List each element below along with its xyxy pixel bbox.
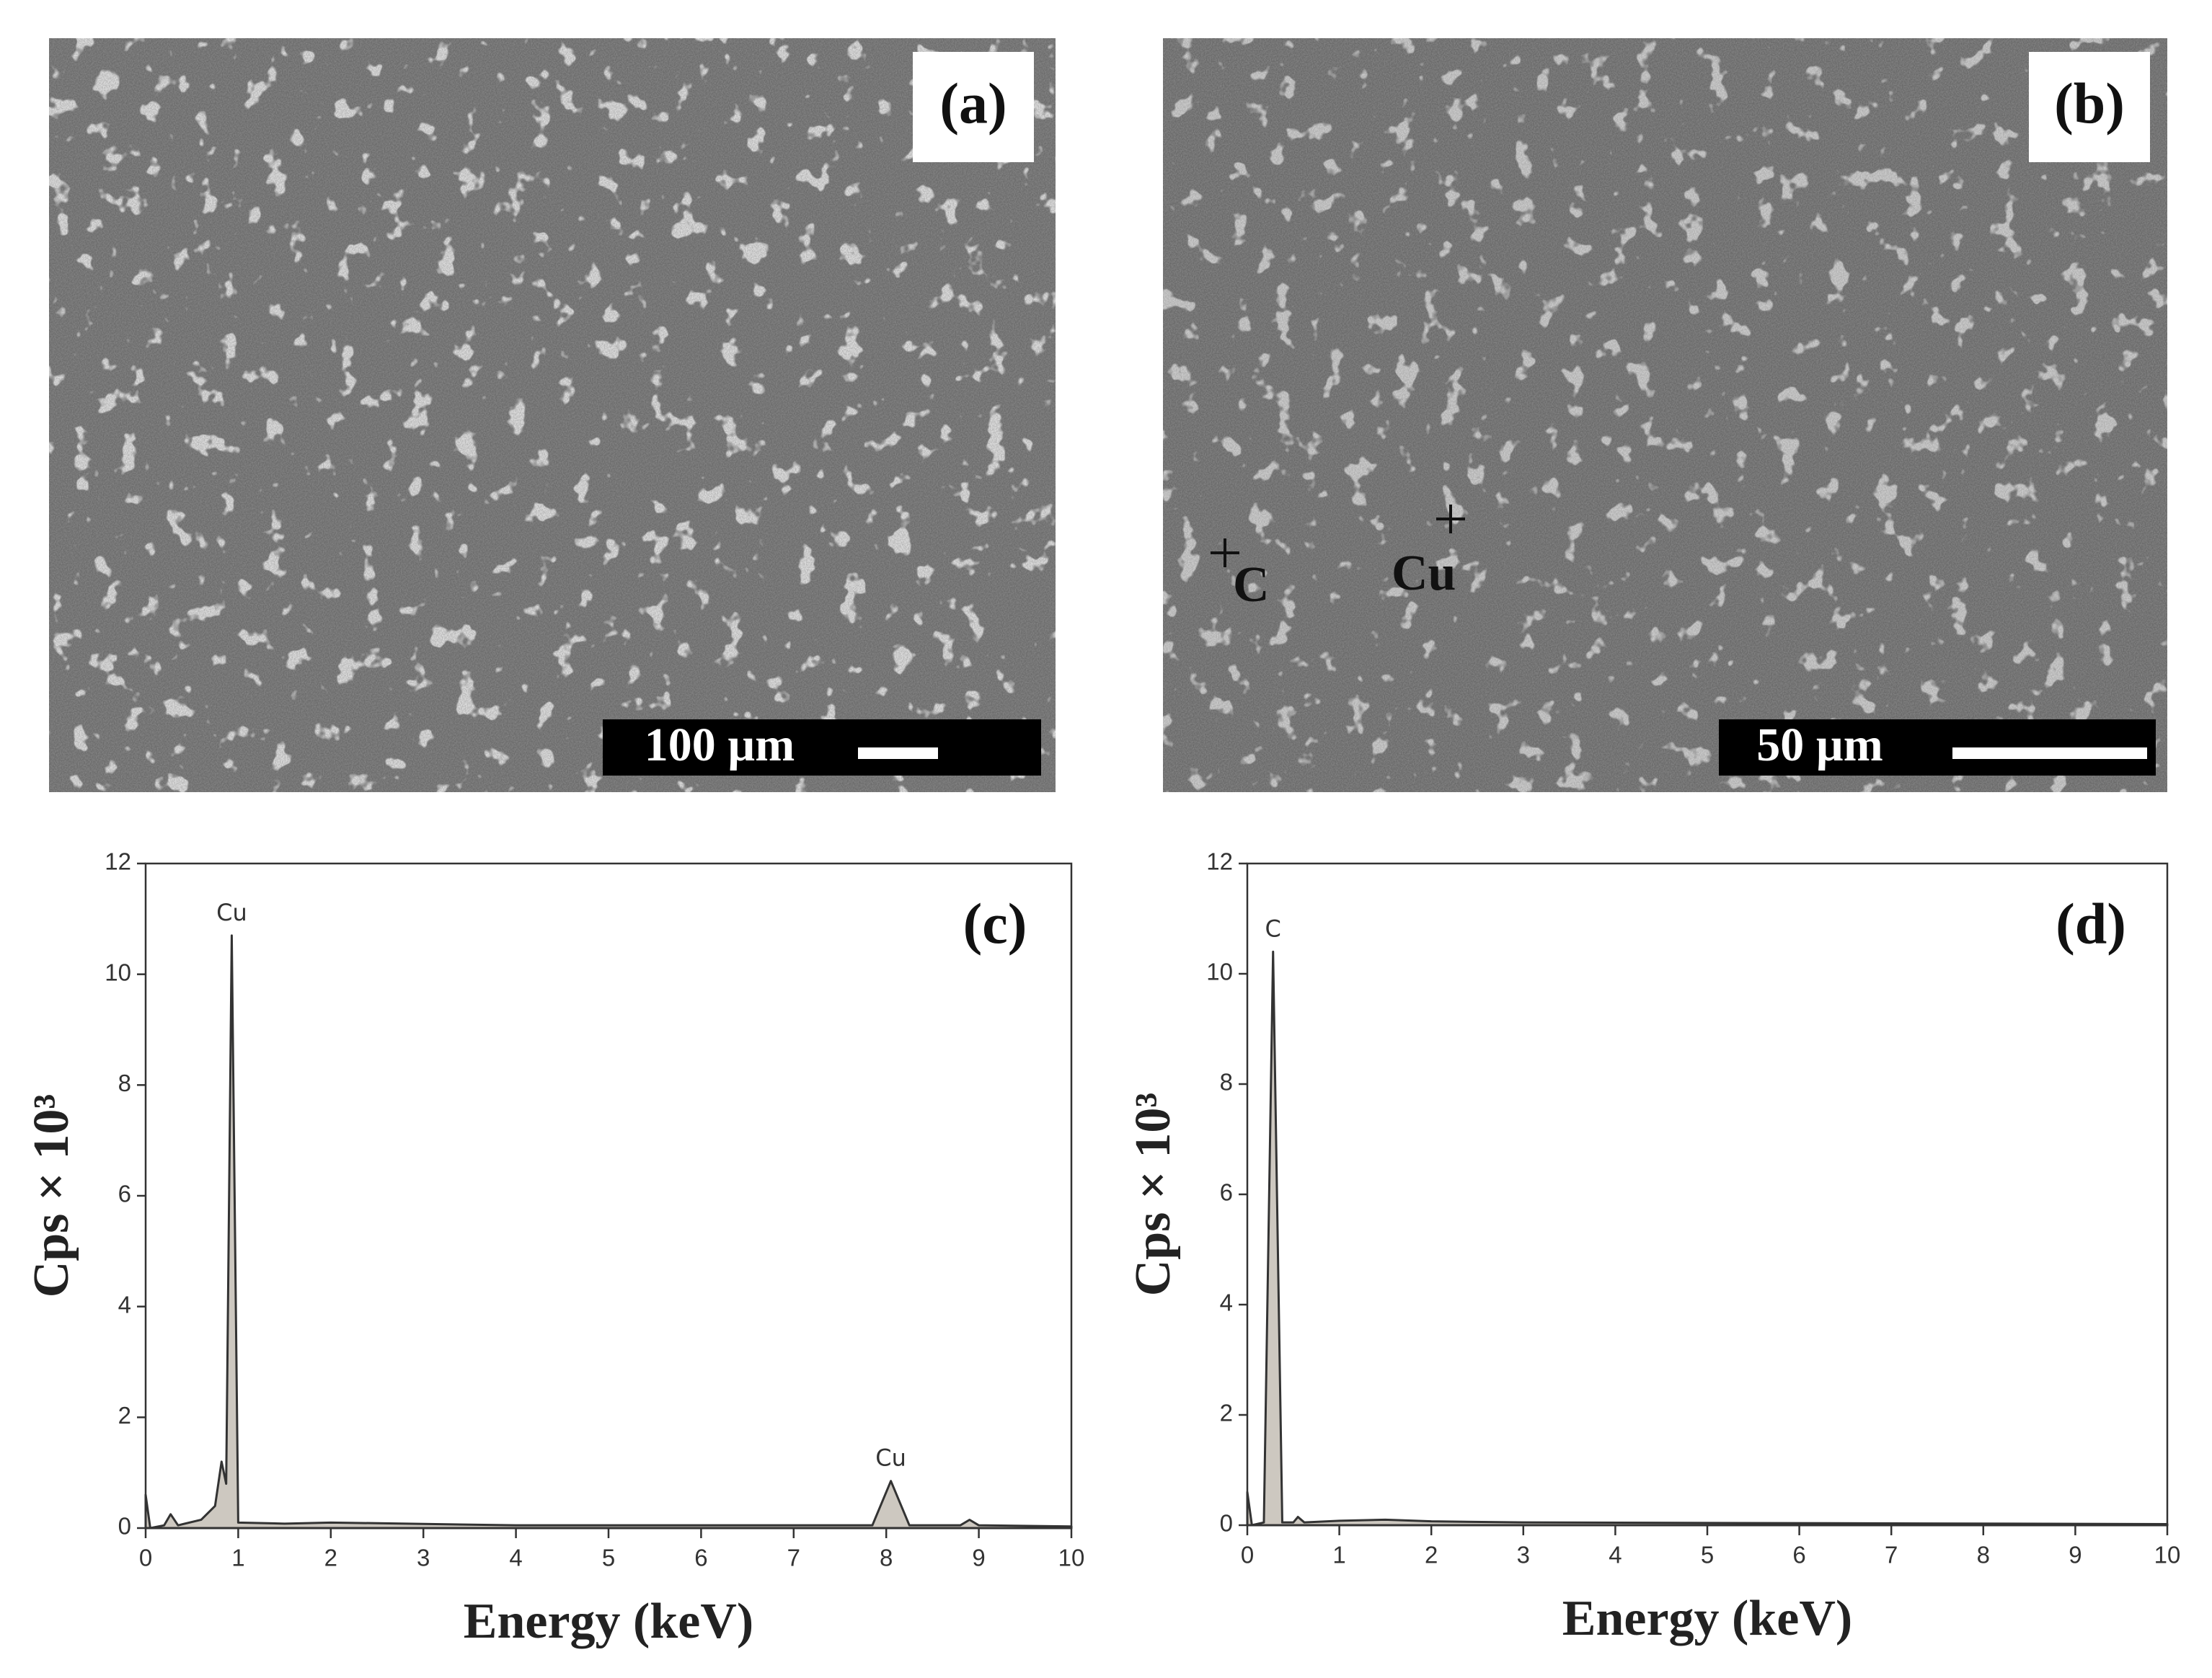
- panel-label: (b): [2054, 72, 2125, 136]
- scale-bar: [1952, 747, 2147, 759]
- panel-label: (d): [2056, 892, 2126, 956]
- x-tick-label: 6: [694, 1545, 707, 1571]
- x-tick-label: 6: [1792, 1542, 1805, 1568]
- x-tick-label: 9: [972, 1545, 985, 1571]
- x-tick-label: 2: [324, 1545, 337, 1571]
- y-tick-label: 8: [1220, 1069, 1233, 1096]
- x-tick-label: 1: [231, 1545, 244, 1571]
- panel-label: (a): [939, 72, 1007, 136]
- y-axis-label: Cps × 10³: [1125, 1093, 1181, 1297]
- x-tick-label: 1: [1332, 1542, 1345, 1568]
- plot-frame: [144, 862, 1073, 1530]
- marker-label: Cu: [1392, 546, 1456, 601]
- y-tick-label: 12: [1206, 848, 1233, 875]
- y-tick-label: 6: [118, 1181, 131, 1207]
- x-axis-label: Energy (keV): [464, 1594, 753, 1649]
- x-tick-label: 4: [509, 1545, 522, 1571]
- y-tick-label: 10: [105, 959, 131, 985]
- x-tick-label: 10: [2154, 1542, 2181, 1568]
- peak-label: C: [1265, 915, 1281, 942]
- scale-box: [603, 719, 1041, 776]
- marker-cross: [1436, 505, 1465, 533]
- x-tick-label: 3: [1517, 1542, 1530, 1568]
- spectrum-area: [1246, 950, 2169, 1527]
- image-grain: [49, 38, 1056, 792]
- x-tick-label: 9: [2069, 1542, 2082, 1568]
- y-tick-label: 8: [118, 1070, 131, 1096]
- x-tick-label: 8: [880, 1545, 893, 1571]
- x-tick-label: 8: [1977, 1542, 1990, 1568]
- y-tick-label: 10: [1206, 959, 1233, 985]
- y-tick-label: 2: [118, 1402, 131, 1429]
- panel-label: (c): [963, 892, 1027, 956]
- y-tick-label: 4: [1220, 1289, 1233, 1316]
- scale-bar: [858, 747, 938, 759]
- x-tick-label: 3: [417, 1545, 430, 1571]
- plot-frame: [1246, 862, 2169, 1527]
- y-axis-label: Cps × 10³: [24, 1094, 79, 1298]
- peak-label: Cu: [875, 1444, 906, 1472]
- marker-label: C: [1233, 557, 1270, 613]
- x-tick-label: 5: [1701, 1542, 1714, 1568]
- x-tick-label: 7: [787, 1545, 800, 1571]
- sem-image-a: (a) 100 µm: [49, 38, 1056, 792]
- y-tick-label: 0: [118, 1513, 131, 1540]
- x-tick-label: 4: [1609, 1542, 1622, 1568]
- image-grain: [1163, 38, 2167, 792]
- scale-text: 100 µm: [645, 719, 795, 771]
- peak-label: Cu: [216, 899, 247, 926]
- y-tick-label: 12: [105, 848, 131, 875]
- x-tick-label: 7: [1885, 1542, 1898, 1568]
- x-axis-label: Energy (keV): [1562, 1591, 1852, 1646]
- scale-text: 50 µm: [1756, 719, 1883, 771]
- sem-image-b: (b) 50 µm C Cu: [1163, 38, 2167, 792]
- x-tick-label: 10: [1058, 1545, 1085, 1571]
- y-tick-label: 2: [1220, 1400, 1233, 1426]
- y-tick-label: 0: [1220, 1510, 1233, 1537]
- label-box: [2029, 52, 2150, 162]
- x-tick-label: 0: [1241, 1542, 1254, 1568]
- x-tick-label: 0: [139, 1545, 152, 1571]
- spectrum-area: [144, 934, 1073, 1530]
- label-box: [913, 52, 1034, 162]
- x-tick-label: 2: [1425, 1542, 1438, 1568]
- marker-cross: [1211, 538, 1239, 567]
- x-tick-label: 5: [602, 1545, 615, 1571]
- y-tick-label: 4: [118, 1291, 131, 1318]
- y-tick-label: 6: [1220, 1179, 1233, 1206]
